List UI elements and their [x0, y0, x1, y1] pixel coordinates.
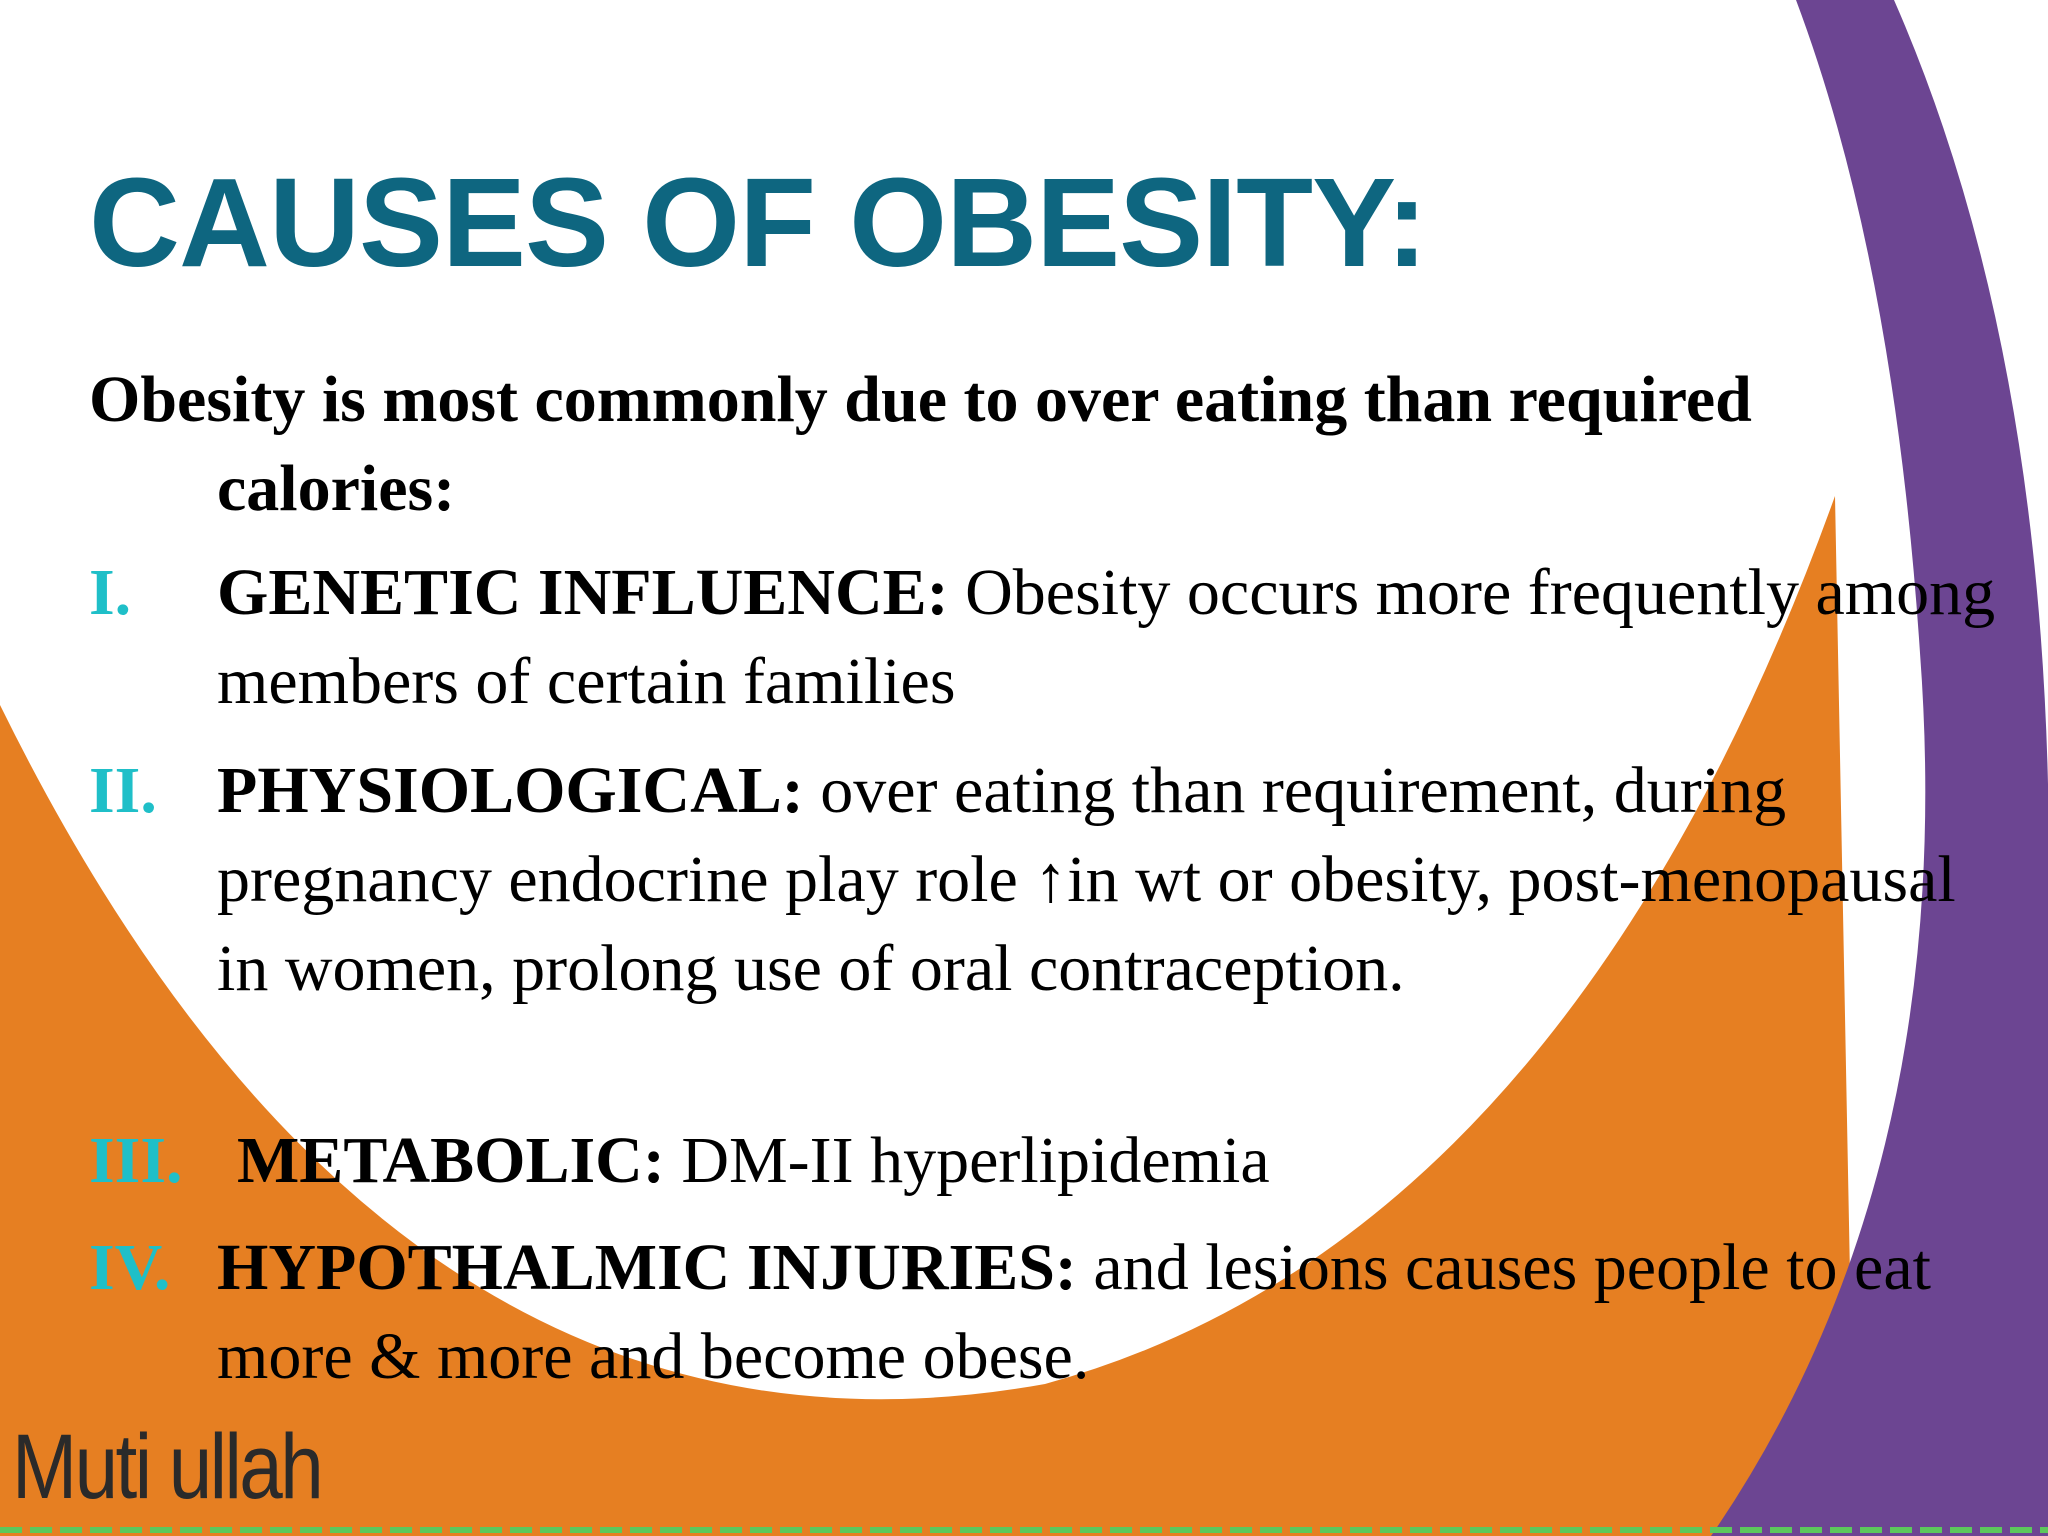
item-heading: PHYSIOLOGICAL:: [217, 754, 804, 827]
author-footer: Muti ullah: [12, 1416, 324, 1518]
item-numeral: II.: [89, 754, 157, 827]
item-text: DM-II hyperlipidemia: [681, 1124, 1270, 1197]
list-item: III. METABOLIC: DM-II hyperlipidemia: [89, 1116, 1997, 1205]
item-heading: METABOLIC:: [237, 1124, 665, 1197]
item-heading: HYPOTHALMIC INJURIES:: [217, 1231, 1077, 1304]
intro-text: Obesity is most commonly due to over eat…: [89, 363, 1752, 525]
item-heading: GENETIC INFLUENCE:: [217, 556, 949, 629]
item-numeral: III.: [89, 1124, 183, 1197]
purple-swoosh: [1711, 0, 2048, 1536]
item-numeral: I.: [89, 556, 132, 629]
list-item: I. GENETIC INFLUENCE: Obesity occurs mor…: [89, 548, 1997, 726]
list-item: II. PHYSIOLOGICAL: over eating than requ…: [89, 746, 1997, 1013]
item-text: Obesity occurs more frequently among mem…: [217, 556, 1996, 718]
slide-title: CAUSES OF OBESITY:: [89, 152, 1428, 293]
item-numeral: IV.: [89, 1231, 171, 1304]
item-text: and lesions causes people to eat more & …: [217, 1231, 1931, 1393]
orange-swoosh: [0, 496, 1855, 1536]
list-item: IV. HYPOTHALMIC INJURIES: and lesions ca…: [89, 1223, 1997, 1401]
item-text: over eating than requirement, during pre…: [217, 754, 1956, 1005]
